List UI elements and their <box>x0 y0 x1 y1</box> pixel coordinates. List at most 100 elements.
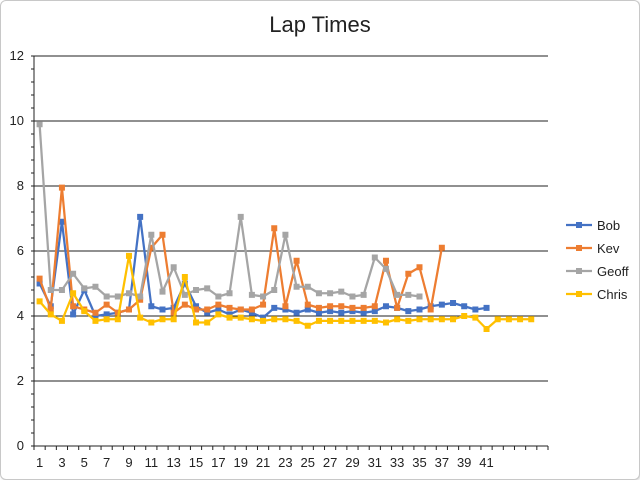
data-point <box>81 308 88 315</box>
data-point <box>304 283 311 290</box>
data-point <box>394 304 401 311</box>
data-point <box>371 308 378 315</box>
data-point <box>81 285 88 292</box>
legend-label: Chris <box>597 287 628 302</box>
data-point <box>405 291 412 298</box>
data-point <box>461 313 468 319</box>
x-tick-label: 31 <box>368 455 382 470</box>
legend-marker <box>576 222 582 228</box>
data-point <box>248 291 255 298</box>
data-point <box>125 252 132 259</box>
data-point <box>204 319 211 326</box>
data-point <box>271 304 278 311</box>
data-point <box>472 306 479 313</box>
data-point <box>338 309 345 316</box>
data-point <box>248 316 255 323</box>
series-kev <box>36 184 445 316</box>
data-point <box>92 309 99 316</box>
data-point <box>47 287 54 293</box>
data-point <box>226 290 233 297</box>
legend-label: Geoff <box>597 264 629 279</box>
data-point <box>360 304 367 311</box>
data-point <box>137 314 144 321</box>
data-point <box>237 314 244 321</box>
data-point <box>58 317 65 324</box>
data-point <box>248 309 255 316</box>
data-point <box>360 291 367 298</box>
data-point <box>450 300 457 306</box>
data-point <box>181 274 188 280</box>
data-point <box>47 306 54 313</box>
data-point <box>148 303 155 310</box>
x-tick-label: 1 <box>36 455 43 470</box>
x-tick-label: 29 <box>345 455 359 470</box>
data-point <box>103 316 110 323</box>
x-tick-label: 17 <box>211 455 225 470</box>
data-point <box>148 244 155 251</box>
series-line <box>38 186 443 314</box>
data-point <box>483 326 490 332</box>
x-tick-label: 13 <box>166 455 180 470</box>
data-point <box>36 121 43 128</box>
data-point <box>193 306 200 313</box>
data-point <box>159 306 166 313</box>
legend-marker <box>576 245 582 251</box>
data-point <box>349 293 356 300</box>
data-point <box>405 317 412 324</box>
data-point <box>282 303 289 310</box>
data-point <box>349 304 356 311</box>
data-point <box>427 316 434 323</box>
data-point <box>170 264 177 271</box>
data-point <box>204 285 211 292</box>
data-point <box>394 291 401 298</box>
data-point <box>371 303 378 310</box>
x-tick-label: 5 <box>81 455 88 470</box>
x-tick-label: 9 <box>125 455 132 470</box>
series-lines <box>36 121 535 332</box>
y-tick-label: 0 <box>17 438 24 453</box>
data-point <box>114 293 121 300</box>
data-point <box>304 322 311 329</box>
data-point <box>405 308 412 315</box>
x-tick-label: 37 <box>435 455 449 470</box>
data-point <box>125 306 132 313</box>
x-tick-label: 23 <box>278 455 292 470</box>
data-point <box>438 301 445 308</box>
data-point <box>394 316 401 323</box>
data-point <box>304 306 311 313</box>
data-point <box>528 316 535 323</box>
data-point <box>260 314 267 321</box>
data-point <box>193 319 200 326</box>
data-point <box>148 319 155 326</box>
x-tick-label: 39 <box>457 455 471 470</box>
data-point <box>137 296 144 303</box>
data-point <box>248 306 255 313</box>
data-point <box>360 309 367 316</box>
data-point <box>47 311 54 318</box>
legend-marker <box>576 268 582 274</box>
data-point <box>304 301 311 308</box>
data-point <box>103 293 110 300</box>
x-tick-label: 15 <box>189 455 203 470</box>
data-point <box>226 314 233 321</box>
data-point <box>327 303 334 310</box>
data-point <box>170 316 177 323</box>
data-point <box>416 293 423 300</box>
data-point <box>237 213 244 220</box>
legend-entry-chris: Chris <box>566 287 628 302</box>
data-point <box>215 293 222 300</box>
data-point <box>58 184 65 191</box>
legend-label: Bob <box>597 218 620 233</box>
data-point <box>137 213 144 220</box>
data-point <box>193 303 200 310</box>
data-point <box>181 280 188 287</box>
data-point <box>293 283 300 290</box>
data-point <box>193 287 200 293</box>
legend-entry-bob: Bob <box>566 218 620 233</box>
data-point <box>371 317 378 324</box>
data-point <box>315 309 322 316</box>
data-point <box>315 317 322 324</box>
data-point <box>92 283 99 290</box>
data-point <box>349 317 356 324</box>
